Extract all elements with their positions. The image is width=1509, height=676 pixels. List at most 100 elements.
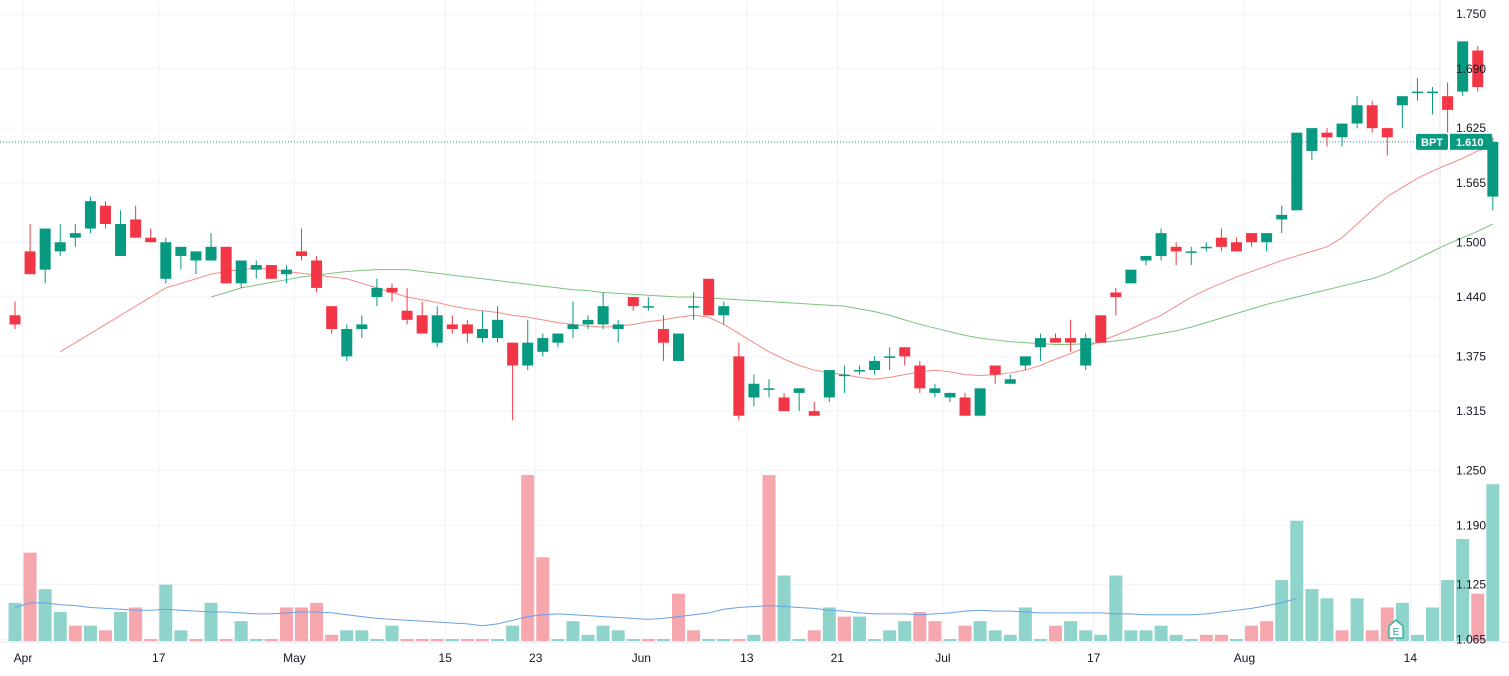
candle bbox=[733, 342, 745, 421]
candle-body bbox=[492, 319, 504, 339]
candle bbox=[1336, 123, 1348, 147]
y-tick-label: 1.190 bbox=[1456, 518, 1486, 532]
volume-bar bbox=[1199, 634, 1213, 641]
candle-body bbox=[24, 251, 36, 275]
candle-body bbox=[959, 397, 971, 416]
x-axis[interactable]: Apr 17 May 15 23 Jun 13 21 Jul 17 Aug 14 bbox=[14, 651, 1418, 665]
candle-body bbox=[1351, 105, 1363, 124]
volume-bar bbox=[747, 634, 761, 641]
candle bbox=[642, 297, 654, 311]
candle bbox=[416, 301, 428, 334]
volume-bar bbox=[8, 602, 22, 641]
volume-bar bbox=[506, 625, 520, 641]
candle bbox=[1034, 333, 1046, 361]
volume-bar bbox=[370, 639, 384, 641]
candle bbox=[190, 251, 202, 275]
y-tick-label: 1.625 bbox=[1456, 121, 1486, 135]
candle bbox=[1396, 96, 1408, 129]
volume-bar bbox=[174, 630, 188, 641]
candle-body bbox=[461, 324, 473, 334]
candle-body bbox=[84, 201, 96, 229]
candle bbox=[205, 233, 217, 261]
ma-red-series bbox=[59, 145, 1493, 380]
candle bbox=[1170, 242, 1182, 266]
x-tick-label: 13 bbox=[740, 651, 754, 665]
candle-body bbox=[793, 388, 805, 393]
candle bbox=[1381, 128, 1393, 156]
volume-bar bbox=[1365, 630, 1379, 641]
volume-bar bbox=[943, 639, 957, 641]
volume-bar bbox=[611, 630, 625, 641]
candle-body bbox=[341, 328, 353, 357]
moving-averages bbox=[59, 145, 1494, 380]
volume-bar bbox=[1410, 634, 1424, 641]
candle-body bbox=[476, 328, 488, 339]
candle bbox=[1321, 128, 1333, 147]
candle-body bbox=[642, 306, 654, 308]
candle bbox=[627, 297, 639, 311]
candle-body bbox=[39, 228, 51, 270]
candle bbox=[1306, 128, 1318, 161]
volume-bar bbox=[415, 639, 429, 641]
x-tick-label: 14 bbox=[1404, 651, 1418, 665]
volume-bar bbox=[23, 552, 37, 641]
volume-bar bbox=[1456, 538, 1470, 641]
volume-bar bbox=[928, 621, 942, 641]
candle-body bbox=[718, 306, 730, 316]
y-tick-label: 1.315 bbox=[1456, 404, 1486, 418]
candle-body bbox=[250, 265, 262, 270]
candle-body bbox=[808, 411, 820, 416]
candle-body bbox=[522, 342, 534, 366]
volume-bar bbox=[883, 630, 897, 641]
volume-bar bbox=[1426, 607, 1440, 641]
volume-bar bbox=[53, 612, 67, 641]
volume-bar bbox=[837, 616, 851, 641]
candle-body bbox=[190, 251, 202, 261]
candle bbox=[1110, 287, 1122, 316]
volume-bar bbox=[475, 639, 489, 641]
volume-bar bbox=[566, 621, 580, 641]
volume-bar bbox=[264, 639, 278, 641]
y-tick-label: 1.565 bbox=[1456, 176, 1486, 190]
y-tick-label: 1.440 bbox=[1456, 290, 1486, 304]
candle bbox=[1261, 233, 1273, 252]
candle bbox=[1050, 333, 1062, 343]
y-tick-label: 1.500 bbox=[1456, 235, 1486, 249]
candle-body bbox=[1034, 338, 1046, 348]
candle-body bbox=[838, 374, 850, 377]
candle-body bbox=[1427, 91, 1439, 94]
candle bbox=[476, 310, 488, 343]
y-tick-label: 1.065 bbox=[1456, 632, 1486, 646]
candle-body bbox=[597, 306, 609, 325]
volume-bar bbox=[1049, 625, 1063, 641]
candle bbox=[280, 265, 292, 284]
candle-body bbox=[884, 356, 896, 358]
candle bbox=[401, 287, 413, 325]
volume-bar bbox=[460, 639, 474, 641]
candle bbox=[1004, 374, 1016, 384]
candle-body bbox=[416, 315, 428, 334]
y-tick-label: 1.125 bbox=[1456, 578, 1486, 592]
candle bbox=[944, 392, 956, 403]
candle bbox=[1095, 315, 1107, 343]
x-tick-label: 17 bbox=[1087, 651, 1101, 665]
candle bbox=[145, 228, 157, 243]
earnings-marker[interactable]: E bbox=[1388, 619, 1404, 639]
volume-bar bbox=[596, 625, 610, 641]
x-tick-label: 21 bbox=[831, 651, 845, 665]
volume-bar bbox=[717, 639, 731, 641]
candle bbox=[54, 223, 66, 256]
ma-green-series bbox=[210, 223, 1494, 346]
volume-bar bbox=[1275, 580, 1289, 641]
x-tick-label: 23 bbox=[529, 651, 543, 665]
candle-body bbox=[160, 242, 172, 279]
candle-body bbox=[944, 392, 956, 398]
candle-body bbox=[1366, 105, 1378, 129]
y-axis[interactable]: 1.750 1.690 1.625 1.565 1.500 1.440 1.375 1.315… bbox=[1456, 7, 1486, 646]
volume-bar bbox=[521, 475, 535, 641]
x-tick-label: Apr bbox=[14, 651, 33, 665]
earnings-icon[interactable] bbox=[1388, 619, 1404, 639]
candle bbox=[84, 196, 96, 234]
